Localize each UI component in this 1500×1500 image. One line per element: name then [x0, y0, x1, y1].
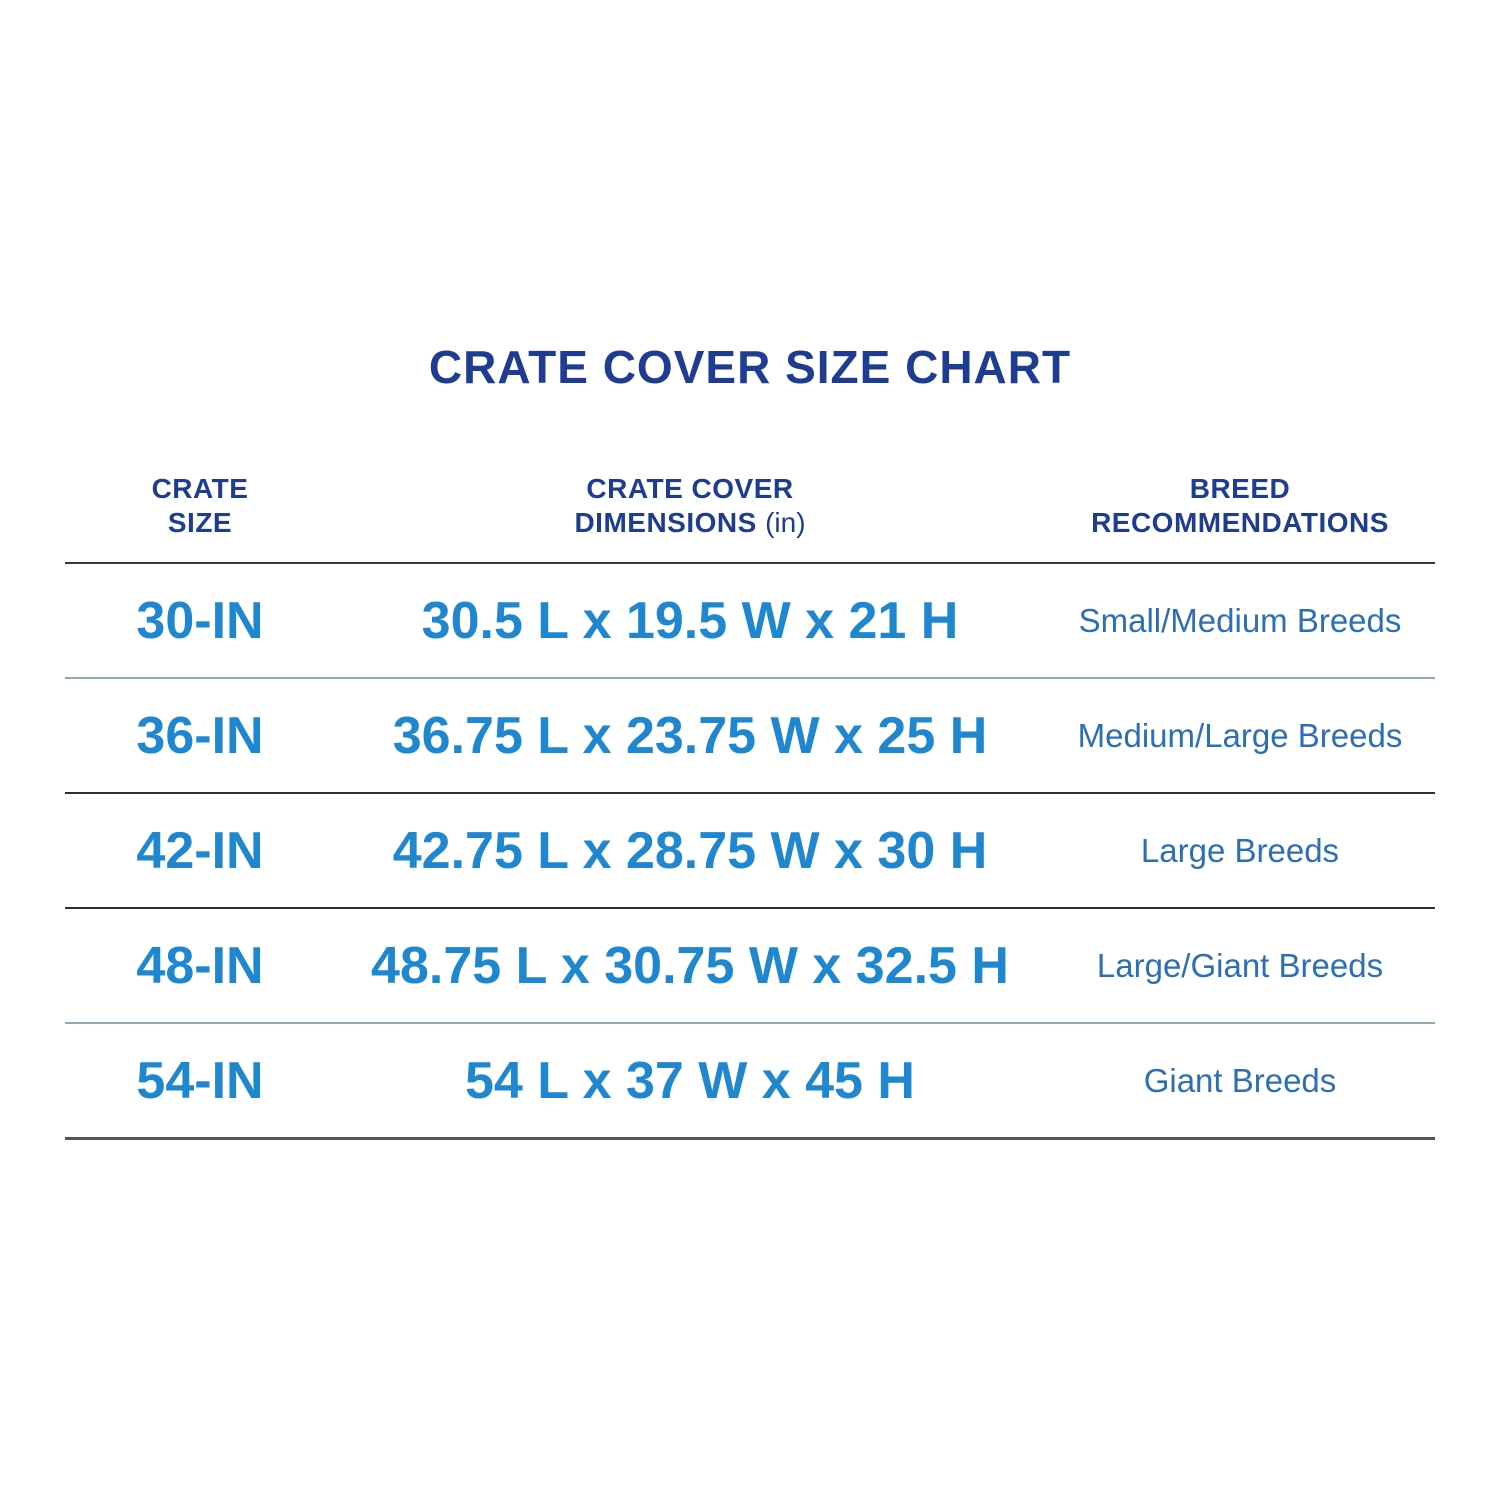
crate-size-value: 54-IN [136, 1051, 264, 1110]
breed-recommendation-value: Small/Medium Breeds [1078, 601, 1402, 639]
crate-size-value: 48-IN [136, 936, 264, 995]
header-dimensions-unit: (in) [765, 507, 806, 538]
breed-recommendation-value: Giant Breeds [1143, 1061, 1337, 1099]
breed-recommendation-value: Medium/Large Breeds [1077, 716, 1403, 754]
dimensions-value: 36.75 L x 23.75 W x 25 H [392, 706, 988, 765]
breed-recommendation-value: Large/Giant Breeds [1096, 946, 1384, 984]
header-breed-line1: BREED [1189, 473, 1291, 504]
page-title: CRATE COVER SIZE CHART [428, 341, 1072, 393]
header-crate-size-line1: CRATE [151, 473, 249, 504]
size-table: CRATE SIZE CRATE COVER DIMENSIONS (in) B… [65, 450, 1435, 1140]
header-breed-line2: RECOMMENDATIONS [1091, 507, 1389, 538]
crate-size-value: 36-IN [136, 706, 264, 765]
crate-size-value: 30-IN [136, 591, 264, 650]
table-row: 36-IN 36.75 L x 23.75 W x 25 H Medium/La… [65, 679, 1435, 794]
dimensions-value: 54 L x 37 W x 45 H [465, 1051, 915, 1110]
table-row: 30-IN 30.5 L x 19.5 W x 21 H Small/Mediu… [65, 564, 1435, 679]
header-dimensions-line1: CRATE COVER [586, 473, 794, 504]
dimensions-value: 42.75 L x 28.75 W x 30 H [392, 821, 988, 880]
crate-size-value: 42-IN [136, 821, 264, 880]
table-row: 42-IN 42.75 L x 28.75 W x 30 H Large Bre… [65, 794, 1435, 909]
breed-recommendation-value: Large Breeds [1140, 831, 1340, 869]
header-dimensions: CRATE COVER DIMENSIONS (in) [335, 472, 1045, 540]
dimensions-value: 30.5 L x 19.5 W x 21 H [421, 591, 959, 650]
dimensions-value: 48.75 L x 30.75 W x 32.5 H [371, 936, 1009, 995]
table-header-row: CRATE SIZE CRATE COVER DIMENSIONS (in) B… [65, 450, 1435, 564]
header-crate-size-line2: SIZE [167, 507, 233, 538]
header-crate-size: CRATE SIZE [65, 472, 335, 540]
table-row: 48-IN 48.75 L x 30.75 W x 32.5 H Large/G… [65, 909, 1435, 1024]
header-breed-recommendations: BREED RECOMMENDATIONS [1045, 472, 1435, 540]
table-row: 54-IN 54 L x 37 W x 45 H Giant Breeds [65, 1024, 1435, 1140]
header-dimensions-word: DIMENSIONS [574, 507, 757, 538]
header-dimensions-line2: DIMENSIONS (in) [335, 506, 1045, 540]
